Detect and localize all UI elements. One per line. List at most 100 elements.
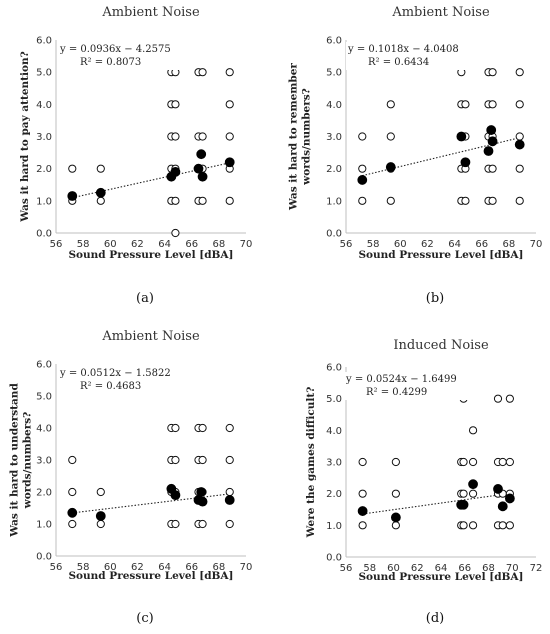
panel-label: (b) bbox=[426, 291, 444, 306]
individual-point bbox=[358, 489, 367, 498]
individual-point bbox=[358, 521, 367, 530]
x-tick-label: 56 bbox=[340, 239, 353, 250]
y-tick-label: 2.0 bbox=[36, 164, 52, 175]
individual-point bbox=[391, 521, 400, 530]
y-tick-label: 0.0 bbox=[36, 552, 52, 563]
individual-point bbox=[96, 196, 105, 205]
y-tick-label: 2.0 bbox=[326, 164, 342, 175]
mean-point bbox=[493, 484, 503, 494]
x-tick-label: 60 bbox=[394, 239, 407, 250]
individual-point bbox=[358, 132, 367, 141]
mean-point bbox=[196, 149, 207, 160]
individual-point bbox=[68, 487, 77, 497]
individual-point bbox=[171, 228, 180, 238]
individual-point bbox=[225, 455, 234, 465]
x-tick-label: 70 bbox=[530, 239, 543, 250]
individual-point bbox=[225, 519, 234, 529]
x-tick-label: 68 bbox=[502, 239, 515, 250]
x-tick-label: 56 bbox=[340, 563, 353, 574]
mean-point bbox=[224, 157, 235, 168]
y-axis-label: Was it hard to pay attention? bbox=[19, 51, 31, 223]
y-tick-label: 5.0 bbox=[36, 392, 52, 403]
mean-point bbox=[357, 506, 368, 516]
individual-point bbox=[498, 457, 507, 467]
x-tick-label: 72 bbox=[530, 563, 543, 574]
x-tick-label: 70 bbox=[240, 562, 253, 573]
trend-equation: y = 0.0936x − 4.2575 bbox=[59, 44, 171, 55]
individual-point bbox=[515, 100, 524, 109]
x-tick-label: 68 bbox=[482, 563, 495, 574]
x-tick-label: 58 bbox=[77, 562, 90, 573]
x-tick-label: 68 bbox=[212, 239, 225, 250]
mean-point bbox=[514, 139, 525, 150]
chart-title: Ambient Noise bbox=[391, 5, 490, 20]
mean-point bbox=[487, 136, 498, 147]
mean-point bbox=[170, 166, 181, 177]
individual-point bbox=[68, 455, 77, 465]
individual-point bbox=[198, 68, 207, 77]
y-tick-label: 5.0 bbox=[36, 68, 52, 79]
individual-point bbox=[488, 196, 497, 205]
x-tick-label: 62 bbox=[131, 562, 144, 573]
x-tick-label: 62 bbox=[411, 563, 424, 574]
equation-box bbox=[58, 42, 190, 70]
y-tick-label: 0.0 bbox=[36, 229, 52, 240]
individual-point bbox=[468, 426, 478, 435]
x-tick-label: 64 bbox=[448, 239, 461, 250]
individual-point bbox=[515, 132, 524, 141]
individual-point bbox=[171, 455, 180, 465]
individual-point bbox=[358, 164, 367, 173]
individual-point bbox=[461, 100, 470, 109]
chart-panel-a: Ambient Noise 0.0 1.0 2.0 3.0 4.0 5.0 6.0 56 58 60… bbox=[19, 5, 252, 306]
individual-point bbox=[358, 196, 367, 205]
x-axis-label: Sound Pressure Level [dBA] bbox=[68, 249, 233, 261]
panel-label: (c) bbox=[136, 611, 153, 626]
individual-point bbox=[515, 196, 524, 205]
y-tick-label: 4.0 bbox=[326, 100, 342, 111]
x-tick-label: 66 bbox=[185, 239, 198, 250]
mean-point bbox=[197, 496, 208, 507]
y-tick-label: 1.0 bbox=[36, 520, 52, 531]
y-tick-label: 6.0 bbox=[36, 36, 52, 47]
individual-point bbox=[488, 68, 497, 77]
y-axis-label: Was it hard to understand bbox=[9, 383, 21, 538]
mean-point bbox=[486, 125, 497, 135]
x-tick-label: 64 bbox=[435, 563, 448, 574]
mean-point bbox=[390, 512, 401, 523]
individual-point bbox=[171, 423, 180, 433]
y-tick-label: 1.0 bbox=[36, 196, 52, 207]
individual-point bbox=[171, 519, 180, 529]
individual-point bbox=[493, 394, 503, 403]
individual-point bbox=[171, 100, 180, 109]
individual-point bbox=[505, 394, 514, 403]
individual-point bbox=[198, 196, 207, 205]
x-tick-label: 60 bbox=[104, 239, 117, 250]
r-squared: R² = 0.4683 bbox=[80, 381, 141, 392]
x-tick-label: 60 bbox=[104, 562, 117, 573]
x-tick-label: 64 bbox=[158, 562, 171, 573]
panel-label: (d) bbox=[426, 611, 444, 626]
individual-point bbox=[498, 521, 507, 530]
mean-point bbox=[357, 175, 368, 185]
individual-point bbox=[225, 196, 234, 205]
individual-point bbox=[96, 164, 105, 173]
y-tick-label: 2.0 bbox=[326, 489, 342, 500]
equation-box bbox=[346, 42, 478, 70]
y-tick-label: 4.0 bbox=[326, 426, 342, 437]
chart-title: Ambient Noise bbox=[101, 5, 200, 20]
individual-point bbox=[461, 196, 470, 205]
mean-point bbox=[197, 171, 208, 182]
x-tick-label: 66 bbox=[185, 562, 198, 573]
y-axis-label: Were the games difficult? bbox=[305, 387, 317, 539]
individual-point bbox=[515, 164, 524, 173]
mean-point bbox=[456, 131, 467, 142]
individual-point bbox=[386, 100, 395, 109]
y-axis-label: Was it hard to remember bbox=[288, 63, 300, 211]
individual-point bbox=[459, 489, 468, 498]
x-tick-label: 60 bbox=[387, 563, 400, 574]
x-tick-label: 70 bbox=[240, 239, 253, 250]
individual-point bbox=[386, 196, 395, 205]
y-tick-label: 3.0 bbox=[326, 132, 342, 143]
y-tick-label: 3.0 bbox=[36, 456, 52, 467]
